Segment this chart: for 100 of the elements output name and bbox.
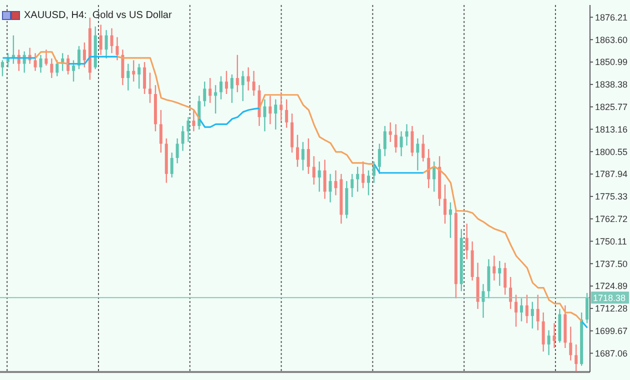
- candlestick: [116, 36, 119, 61]
- candlestick: [176, 138, 179, 164]
- candlestick: [110, 28, 114, 54]
- candlestick: [509, 276, 512, 310]
- candlestick: [448, 202, 452, 238]
- candlestick: [367, 170, 370, 196]
- y-tick-label: 1750.11: [595, 236, 627, 246]
- candlestick: [82, 42, 86, 68]
- candlestick: [39, 54, 42, 74]
- candlestick: [274, 98, 278, 130]
- candlestick: [482, 283, 485, 318]
- candlestick: [356, 166, 360, 192]
- candlestick: [334, 170, 338, 196]
- y-tick-label: 1813.16: [595, 124, 628, 134]
- candlestick: [241, 70, 244, 102]
- candlestick: [268, 95, 272, 125]
- candlestick: [552, 322, 556, 349]
- candlestick: [50, 58, 54, 79]
- candlestick: [542, 312, 545, 352]
- candlestick: [263, 98, 266, 132]
- candlestick: [536, 294, 540, 331]
- candlestick: [6, 52, 10, 68]
- candlestick: [569, 326, 572, 362]
- candlestick: [121, 48, 124, 86]
- candlestick: [208, 77, 212, 104]
- y-tick-label: 1712.28: [595, 304, 628, 314]
- y-tick-label: 1838.38: [595, 80, 628, 90]
- candlestick: [586, 292, 589, 324]
- candlestick: [372, 160, 376, 184]
- candlestick: [388, 122, 392, 143]
- candlestick: [465, 223, 468, 260]
- candlestick: [306, 138, 310, 175]
- ref-line-label: 1718.38: [593, 293, 626, 304]
- candlestick: [192, 109, 196, 132]
- y-tick-label: 1825.77: [595, 102, 628, 112]
- candlestick: [143, 61, 146, 95]
- candlestick: [383, 125, 386, 157]
- y-tick-label: 1800.55: [595, 146, 628, 157]
- candlestick: [530, 301, 534, 330]
- candlestick: [186, 116, 190, 143]
- candlestick: [77, 45, 80, 70]
- y-tick-label: 1699.67: [595, 326, 628, 336]
- y-tick-label: 1787.94: [595, 169, 628, 180]
- candlestick: [498, 260, 502, 286]
- candlestick: [224, 70, 228, 95]
- candlestick: [220, 76, 223, 100]
- candlestick: [427, 148, 430, 189]
- candlestick: [416, 138, 420, 171]
- candlestick: [203, 80, 206, 108]
- candlestick: [230, 74, 234, 104]
- candlestick: [323, 159, 326, 200]
- candlestick: [296, 134, 299, 168]
- candlestick: [44, 48, 48, 66]
- candlestick: [378, 143, 381, 175]
- candlestick: [520, 298, 523, 322]
- candlestick: [56, 60, 59, 77]
- candlestick: [318, 160, 321, 192]
- candlestick: [504, 262, 507, 296]
- candlestick: [138, 63, 141, 90]
- y-tick-label: 1687.06: [595, 348, 628, 358]
- y-tick-label: 1775.33: [595, 192, 628, 202]
- candlestick: [104, 29, 108, 60]
- candlestick: [400, 130, 403, 157]
- candlestick: [148, 72, 152, 104]
- y-tick-label: 1724.89: [595, 281, 628, 292]
- candlestick: [410, 125, 414, 157]
- text: XAUUSD, H4: Gold vs US Dollar: [24, 10, 172, 21]
- candlestick: [170, 152, 174, 178]
- y-tick-label: 1737.50: [595, 258, 628, 269]
- candlestick: [405, 124, 408, 146]
- candlestick: [285, 98, 288, 128]
- candlestick: [72, 60, 76, 82]
- candlestick: [34, 52, 37, 72]
- candlestick: [159, 109, 162, 154]
- candlestick: [422, 134, 425, 162]
- candlestick: [432, 160, 436, 192]
- candlestick: [132, 60, 136, 82]
- candlestick: [394, 124, 398, 154]
- candlestick: [126, 63, 130, 92]
- candlestick: [362, 160, 365, 189]
- candlestick: [350, 173, 354, 198]
- y-tick-label: 1876.21: [595, 12, 628, 22]
- candlestick: [312, 156, 316, 186]
- candlestick: [328, 173, 332, 203]
- candlestick: [1, 60, 4, 77]
- candlestick: [246, 66, 250, 92]
- y-tick-label: 1863.60: [595, 34, 628, 45]
- candlestick: [280, 92, 283, 122]
- candlestick: [252, 70, 256, 96]
- candlestick: [99, 24, 102, 56]
- candlestick: [525, 294, 528, 324]
- candlestick: [444, 184, 446, 224]
- candlestick: [547, 330, 550, 356]
- candlestick: [574, 344, 578, 372]
- candlestick: [492, 255, 496, 282]
- y-tick-label: 1850.99: [595, 57, 628, 68]
- y-tick-label: 1762.72: [595, 214, 628, 224]
- candlestick: [181, 125, 184, 152]
- candlestick: [214, 84, 218, 114]
- candlestick: [301, 141, 304, 171]
